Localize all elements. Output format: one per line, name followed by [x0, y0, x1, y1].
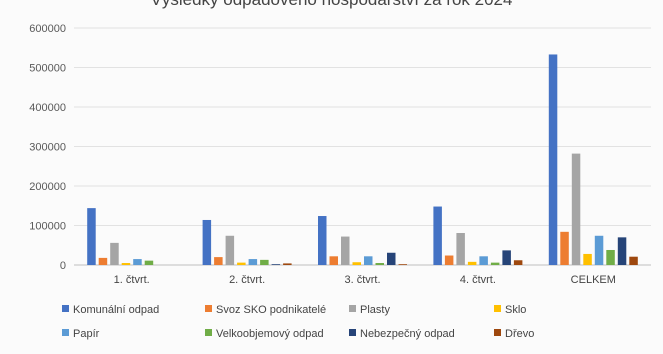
legend-label: Plasty [360, 304, 390, 316]
bar [271, 264, 281, 265]
legend-swatch [62, 305, 69, 312]
bar [375, 263, 384, 265]
bar [387, 252, 396, 265]
legend-swatch [494, 329, 501, 336]
y-tick-label: 200000 [29, 181, 66, 193]
legend-label: Dřevo [505, 328, 534, 340]
bar [444, 255, 454, 265]
bar [571, 153, 581, 265]
bar [629, 256, 638, 265]
x-tick-label: CELKEM [571, 274, 616, 286]
bar [583, 253, 592, 265]
legend-label: Komunální odpad [73, 304, 159, 316]
x-tick-label: 4. čtvrt. [460, 274, 496, 286]
bar [606, 249, 615, 265]
y-tick-label: 100000 [29, 221, 66, 233]
legend-swatch [205, 329, 212, 336]
legend-label: Velkoobjemový odpad [216, 328, 324, 340]
bar [318, 216, 327, 265]
legend-label: Nebezpečný odpad [360, 328, 455, 340]
legend-swatch [62, 329, 69, 336]
y-tick-label: 500000 [29, 63, 66, 75]
x-tick-label: 1. čtvrt. [114, 274, 150, 286]
bar [133, 259, 142, 265]
bar [594, 235, 604, 265]
bar [98, 257, 108, 265]
legend-swatch [205, 305, 212, 312]
chart-title: Výsledky odpadového hospodářství za rok … [0, 0, 663, 10]
bar [248, 259, 258, 265]
bar [237, 262, 246, 265]
bar [467, 261, 477, 265]
bar [329, 256, 338, 265]
legend-label: Svoz SKO podnikatelé [216, 304, 326, 316]
bar [560, 231, 569, 265]
y-tick-label: 0 [60, 260, 66, 272]
bar [479, 256, 488, 265]
bar [144, 260, 154, 265]
bar [341, 236, 350, 265]
bar [398, 264, 407, 265]
bar [513, 260, 523, 265]
bar [364, 256, 373, 265]
legend-swatch [349, 305, 356, 312]
bar [502, 250, 511, 265]
legend-swatch [494, 305, 501, 312]
bar [260, 259, 269, 265]
bar [433, 206, 442, 265]
bar [283, 263, 292, 265]
bar [202, 219, 212, 265]
bar [225, 235, 235, 265]
legend-label: Papír [73, 328, 100, 340]
bar [121, 263, 131, 265]
bar [548, 54, 558, 266]
bar [352, 262, 361, 265]
x-tick-label: 3. čtvrt. [344, 274, 380, 286]
bar [87, 208, 96, 265]
bar [456, 233, 465, 265]
bar [110, 242, 119, 265]
bar [617, 237, 627, 265]
y-tick-label: 400000 [29, 102, 66, 114]
bar [214, 257, 223, 265]
x-tick-label: 2. čtvrt. [229, 274, 265, 286]
legend-swatch [349, 329, 356, 336]
bar [490, 262, 500, 265]
legend-label: Sklo [505, 304, 526, 316]
y-tick-label: 600000 [29, 23, 66, 35]
y-tick-label: 300000 [29, 142, 66, 154]
